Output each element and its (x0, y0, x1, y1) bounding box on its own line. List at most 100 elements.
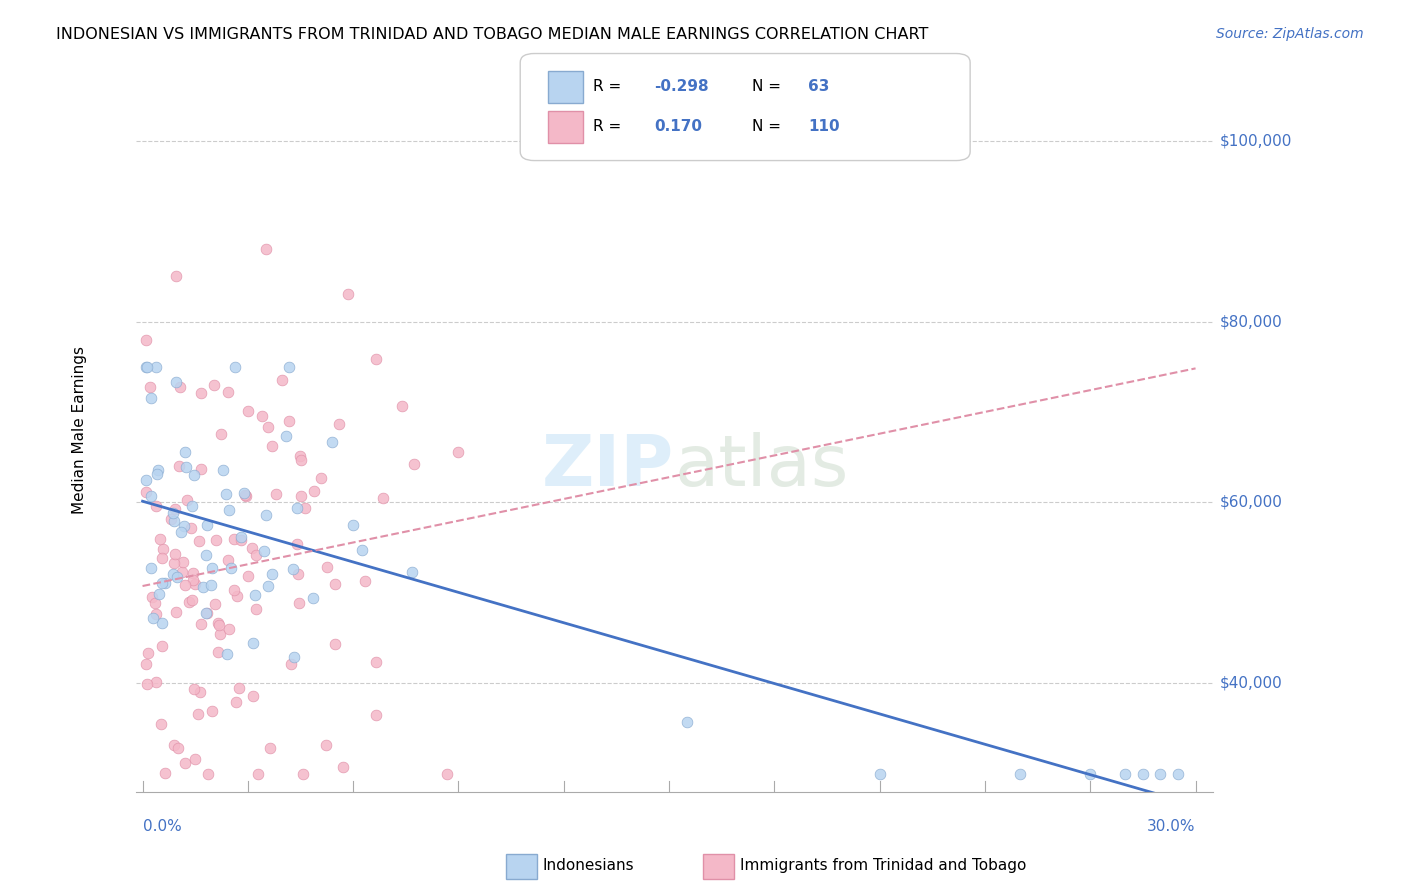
Point (391, 399, 413, 413)
Point (173, 756, 195, 770)
Point (315, 738, 337, 752)
Point (869, 766, 891, 780)
Point (321, 434, 343, 449)
Point (183, 467, 205, 482)
Point (285, 500, 308, 515)
Point (332, 760, 354, 774)
Point (364, 708, 387, 723)
Text: Median Male Earnings: Median Male Earnings (72, 346, 87, 514)
Point (190, 462, 212, 476)
Point (290, 489, 312, 503)
Point (136, 647, 159, 661)
Point (287, 567, 309, 582)
Point (184, 752, 207, 766)
Text: N =: N = (752, 79, 786, 94)
Point (366, 655, 388, 669)
Point (323, 577, 346, 591)
Point (252, 409, 274, 423)
Point (150, 639, 173, 653)
Point (200, 578, 222, 592)
Point (288, 596, 311, 610)
Text: N =: N = (752, 120, 786, 134)
Point (141, 561, 163, 575)
Point (135, 473, 157, 487)
Point (153, 576, 176, 591)
Point (292, 766, 315, 780)
Point (194, 606, 217, 620)
Point (224, 533, 246, 547)
Text: 0.170: 0.170 (654, 120, 702, 134)
Point (181, 566, 204, 580)
Point (135, 485, 157, 500)
Point (177, 595, 200, 609)
Point (190, 684, 212, 698)
Point (184, 577, 207, 591)
Point (195, 518, 218, 533)
Point (215, 487, 238, 501)
Point (446, 445, 468, 459)
Text: -0.298: -0.298 (654, 79, 709, 94)
Point (302, 591, 325, 605)
Point (229, 533, 252, 547)
Point (212, 463, 235, 477)
Point (201, 704, 224, 718)
Point (173, 519, 195, 533)
Point (181, 573, 204, 587)
Text: $60,000: $60,000 (1220, 495, 1284, 510)
Point (204, 597, 226, 611)
Point (181, 499, 204, 513)
Point (165, 547, 187, 561)
Text: Immigrants from Trinidad and Tobago: Immigrants from Trinidad and Tobago (740, 858, 1026, 872)
Point (150, 575, 173, 590)
Point (174, 578, 197, 592)
Point (172, 555, 194, 569)
Point (302, 483, 325, 498)
Point (135, 359, 157, 374)
Point (218, 503, 240, 517)
Point (174, 459, 197, 474)
Point (160, 512, 183, 526)
Point (224, 359, 246, 374)
Point (188, 533, 211, 548)
Point (294, 500, 316, 515)
Point (366, 351, 388, 366)
Point (260, 566, 283, 581)
Point (183, 681, 205, 696)
Point (141, 590, 163, 604)
Point (226, 589, 249, 603)
Point (219, 561, 242, 575)
Point (281, 562, 304, 576)
Point (149, 532, 172, 546)
Point (218, 622, 240, 636)
Point (401, 565, 423, 579)
Point (256, 242, 278, 256)
Point (190, 386, 212, 401)
Text: $40,000: $40,000 (1220, 675, 1282, 690)
Point (245, 601, 267, 615)
Point (1149, 766, 1171, 780)
Point (342, 518, 364, 533)
Point (148, 587, 170, 601)
Text: 30.0%: 30.0% (1147, 819, 1195, 834)
Point (1010, 766, 1032, 780)
Point (242, 636, 264, 650)
Point (145, 607, 167, 622)
Point (180, 593, 202, 607)
Point (274, 429, 297, 443)
Point (211, 427, 233, 442)
Point (169, 380, 191, 394)
Point (165, 605, 187, 619)
Point (163, 514, 186, 528)
Point (675, 714, 697, 729)
Point (353, 574, 375, 588)
Point (229, 530, 252, 544)
Point (139, 489, 162, 503)
Point (217, 553, 239, 567)
Point (254, 508, 277, 523)
Point (197, 766, 219, 780)
Point (245, 548, 267, 562)
Point (169, 525, 191, 540)
Point (155, 766, 177, 780)
Point (194, 548, 217, 562)
Point (287, 537, 309, 551)
